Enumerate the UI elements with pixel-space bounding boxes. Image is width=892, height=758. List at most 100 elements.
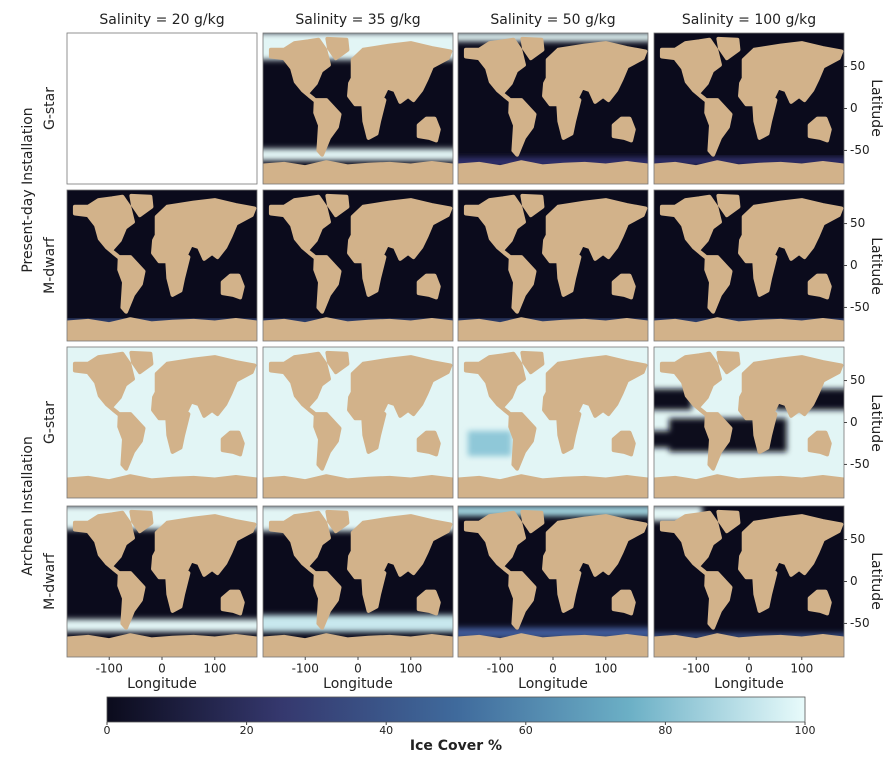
land <box>129 193 154 218</box>
y-tick-label: 50 <box>850 216 865 230</box>
row-label: M-dwarf <box>42 552 58 610</box>
land <box>347 198 453 297</box>
land <box>268 37 331 104</box>
row-group-label: Archean Installation <box>20 436 36 576</box>
land <box>72 194 135 261</box>
map-panel <box>67 347 257 498</box>
row-label: M-dwarf <box>42 236 58 294</box>
land <box>508 412 537 471</box>
y-tick-label: 50 <box>850 532 865 546</box>
land <box>542 355 648 454</box>
land <box>704 255 733 314</box>
land <box>520 350 545 375</box>
panel-frame <box>262 346 454 499</box>
land <box>416 116 441 143</box>
land <box>716 509 741 534</box>
land <box>347 514 453 613</box>
y-axis-label: Latitude <box>868 394 884 452</box>
land <box>654 474 844 498</box>
y-tick-label: -50 <box>850 143 870 157</box>
land <box>263 317 453 341</box>
land <box>738 198 844 297</box>
y-tick-label: 0 <box>850 415 858 429</box>
land <box>458 474 648 498</box>
land <box>325 36 350 61</box>
land <box>704 571 733 630</box>
x-tick-label: 0 <box>549 662 557 676</box>
land <box>520 509 545 534</box>
land <box>347 41 453 140</box>
ocean <box>67 33 257 184</box>
ice-region <box>263 148 453 161</box>
map-panel <box>263 33 453 184</box>
x-tick-label: -100 <box>292 662 319 676</box>
ice <box>654 157 844 166</box>
land <box>313 98 342 157</box>
x-tick-label: 0 <box>354 662 362 676</box>
land <box>67 633 257 657</box>
colorbar-tick-label: 60 <box>519 724 533 737</box>
land <box>654 633 844 657</box>
map-panel <box>654 33 844 184</box>
y-tick-label: -50 <box>850 300 870 314</box>
land <box>716 193 741 218</box>
x-axis-label: Longitude <box>518 676 588 692</box>
ice-region <box>458 627 648 639</box>
colorbar-tick-label: 80 <box>658 724 672 737</box>
land <box>220 589 245 616</box>
ice <box>458 33 648 168</box>
panel-frame <box>457 189 649 342</box>
ice-region <box>654 157 844 166</box>
panel-frame <box>457 32 649 185</box>
ice-region <box>654 388 692 410</box>
y-tick-label: 50 <box>850 59 865 73</box>
column-title: Salinity = 35 g/kg <box>295 12 420 28</box>
land <box>268 510 331 577</box>
ice <box>467 430 512 457</box>
land <box>263 633 453 657</box>
land <box>659 510 722 577</box>
y-tick-label: 0 <box>850 574 858 588</box>
x-tick-label: 100 <box>203 662 226 676</box>
x-tick-label: 100 <box>399 662 422 676</box>
land <box>659 194 722 261</box>
land <box>611 589 636 616</box>
land <box>67 474 257 498</box>
land <box>520 36 545 61</box>
map-panel <box>654 190 844 341</box>
x-axis-label: Longitude <box>323 676 393 692</box>
land <box>325 509 350 534</box>
map-panel <box>67 506 257 657</box>
panel-frame <box>457 346 649 499</box>
colorbar-label: Ice Cover % <box>410 738 502 754</box>
x-tick-label: -100 <box>96 662 123 676</box>
panel-frame <box>262 189 454 342</box>
land <box>716 36 741 61</box>
x-tick-label: 0 <box>158 662 166 676</box>
ice-region <box>654 633 844 639</box>
land <box>542 41 648 140</box>
map-panel <box>458 33 648 184</box>
y-tick-label: 50 <box>850 373 865 387</box>
y-tick-label: 0 <box>850 258 858 272</box>
land <box>738 355 844 454</box>
land <box>263 474 453 498</box>
land <box>463 37 526 104</box>
land <box>520 193 545 218</box>
land <box>325 350 350 375</box>
land <box>129 509 154 534</box>
x-tick-label: 100 <box>594 662 617 676</box>
map-panel <box>458 506 648 657</box>
land <box>508 255 537 314</box>
land <box>325 193 350 218</box>
ice-region <box>467 430 512 457</box>
colorbar-tick-label: 40 <box>379 724 393 737</box>
land <box>463 351 526 418</box>
land <box>117 571 146 630</box>
panel-frame <box>66 189 258 342</box>
land <box>416 589 441 616</box>
land <box>508 571 537 630</box>
land <box>807 116 832 143</box>
land <box>654 317 844 341</box>
